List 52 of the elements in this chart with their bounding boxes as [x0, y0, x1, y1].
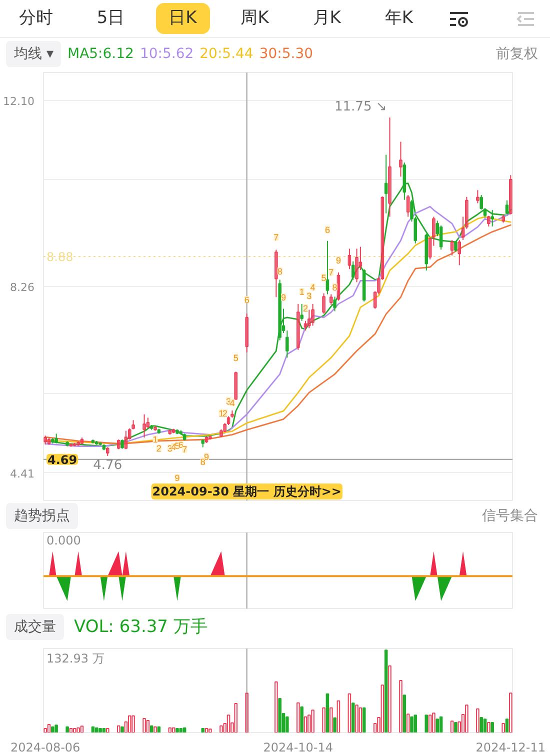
y-tick-label: 12.10 — [3, 95, 35, 108]
text: 信号集合 — [481, 507, 539, 526]
annotation: 2 — [222, 408, 228, 418]
text: 周K — [240, 7, 270, 30]
text: 日K — [156, 3, 210, 34]
annotation: 7 — [274, 232, 279, 243]
annotation: 132.93 万 — [46, 652, 104, 666]
text: 前复权 — [495, 45, 539, 64]
text: 0.000 — [46, 534, 81, 548]
annotation: 1 — [218, 408, 224, 418]
annotation: 5 — [233, 353, 238, 364]
x-tick-label: 2024-10-14 — [263, 740, 334, 754]
x-tick-label: 2024-12-11 — [476, 740, 546, 754]
annotation: 3 — [306, 291, 312, 302]
chart-title: 均线 ▾ — [6, 41, 62, 67]
text: 年K — [384, 7, 414, 30]
text: MA5:6.12 — [67, 45, 134, 64]
text: 5日 — [96, 7, 126, 30]
annotation: 9 — [174, 473, 180, 484]
annotation: 4 — [230, 398, 235, 408]
annotation: 8 — [200, 456, 206, 467]
annotation: 1 — [299, 286, 304, 297]
text: 月K — [312, 7, 342, 30]
ref-line-label: 2024-09-30 星期一 历史分时>> — [152, 484, 342, 498]
annotation: 11.75 ↘ — [334, 100, 387, 115]
annotation: 2 — [302, 303, 308, 314]
chart-subtitle: VOL: 63.37 万手 — [74, 616, 208, 639]
y-tick-label: 8.26 — [10, 281, 35, 294]
y-tick-label: 4.41 — [10, 467, 35, 480]
annotation: 4.76 — [93, 458, 122, 473]
annotation: 2 — [156, 444, 162, 454]
chart-title: 成交量 — [6, 614, 64, 640]
ref-line-label: 4.69 — [48, 452, 78, 467]
annotation: 6 — [244, 295, 250, 306]
annotation: 1 — [152, 434, 158, 445]
annotation: 8 — [332, 282, 338, 292]
annotation: 6 — [324, 224, 330, 235]
chart-title: 趋势拐点 — [6, 503, 78, 529]
annotation: 7 — [328, 267, 334, 278]
annotation: 7 — [182, 444, 188, 455]
annotation: 9 — [204, 452, 210, 462]
text: 10:5.62 — [140, 45, 194, 64]
annotation: 6 — [178, 440, 184, 450]
x-tick-label: 2024-08-06 — [10, 740, 80, 754]
annotation: 8 — [277, 266, 282, 277]
annotation: 4 — [310, 282, 316, 292]
text: 分时 — [18, 7, 54, 30]
annotation: 5 — [321, 272, 326, 283]
annotation: 9 — [280, 292, 286, 303]
annotation: 9 — [336, 255, 341, 266]
text: 30:5.30 — [259, 45, 314, 64]
text: 20:5.44 — [200, 45, 254, 64]
